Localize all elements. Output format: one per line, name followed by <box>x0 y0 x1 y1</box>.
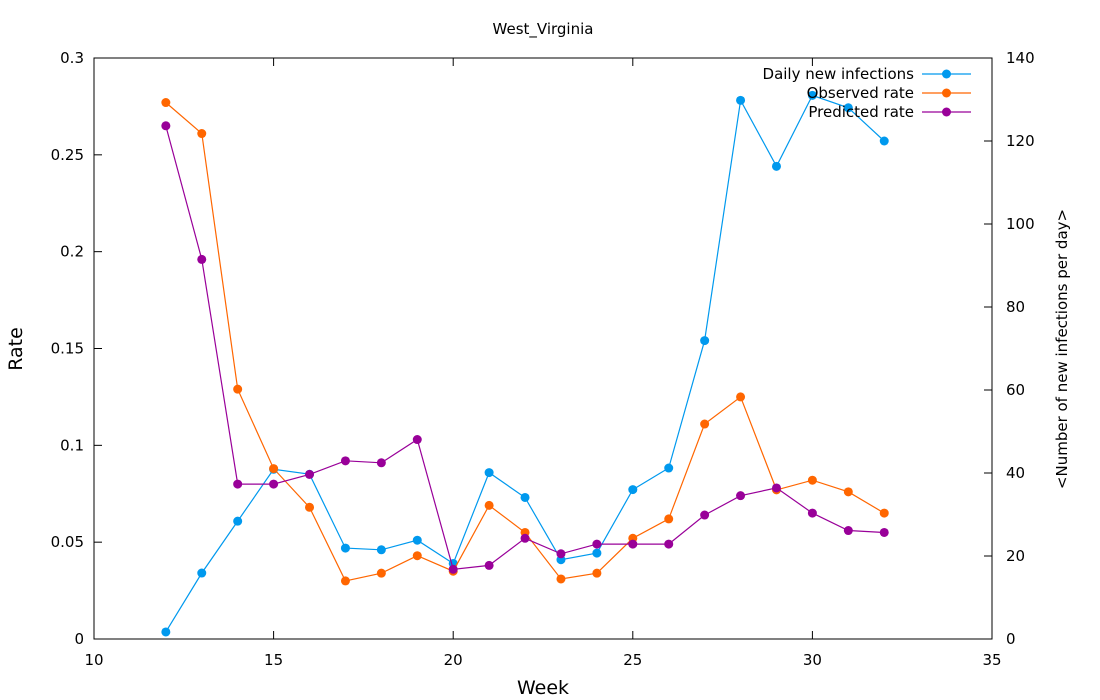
data-point-observed-rate <box>376 568 386 578</box>
data-point-daily-new-infections <box>664 463 674 473</box>
data-point-daily-new-infections <box>161 627 171 637</box>
y2-axis-title: <Number of new infections per day> <box>1053 209 1071 489</box>
data-point-observed-rate <box>556 574 566 584</box>
axis-ticks <box>93 57 993 640</box>
legend-label-predicted-rate: Predicted rate <box>808 103 914 121</box>
data-point-predicted-rate <box>771 483 781 493</box>
x-tick-label: 20 <box>444 651 463 669</box>
data-point-daily-new-infections <box>412 535 422 545</box>
data-point-predicted-rate <box>448 564 458 574</box>
y2-tick-label: 60 <box>1006 381 1025 399</box>
data-point-observed-rate <box>664 514 674 524</box>
data-point-predicted-rate <box>484 560 494 570</box>
series-line-observed-rate <box>165 102 885 582</box>
data-point-daily-new-infections <box>879 136 889 146</box>
series-line-predicted-rate <box>165 125 885 570</box>
y-tick-label: 0.15 <box>51 340 84 358</box>
data-point-predicted-rate <box>556 549 566 559</box>
series-observed-rate <box>161 98 889 586</box>
data-point-observed-rate <box>484 500 494 510</box>
data-point-daily-new-infections <box>771 161 781 171</box>
legend-marker-daily-new-infections <box>942 69 951 79</box>
series-daily-new-infections <box>161 90 889 637</box>
y-tick-label: 0.05 <box>51 533 84 551</box>
data-point-daily-new-infections <box>592 548 602 558</box>
data-point-daily-new-infections <box>484 468 494 478</box>
plot-frame <box>93 57 993 640</box>
y-axis-title: Rate <box>5 327 27 371</box>
y2-tick-label: 100 <box>1006 215 1035 233</box>
data-point-predicted-rate <box>520 533 530 543</box>
data-point-daily-new-infections <box>233 516 243 526</box>
data-point-daily-new-infections <box>340 543 350 553</box>
series-layer <box>161 90 889 637</box>
data-point-daily-new-infections <box>520 492 530 502</box>
x-axis-title: Week <box>517 677 569 699</box>
data-point-observed-rate <box>879 508 889 518</box>
data-point-observed-rate <box>843 487 853 497</box>
data-point-predicted-rate <box>269 479 279 489</box>
data-point-daily-new-infections <box>628 485 638 495</box>
data-point-predicted-rate <box>700 510 710 520</box>
data-point-observed-rate <box>340 576 350 586</box>
x-tick-label: 30 <box>803 651 822 669</box>
y2-tick-label: 80 <box>1006 298 1025 316</box>
data-point-predicted-rate <box>376 458 386 468</box>
data-point-predicted-rate <box>807 508 817 518</box>
data-point-predicted-rate <box>197 254 207 264</box>
y-tick-label: 0.25 <box>51 146 84 164</box>
legend-marker-observed-rate <box>942 88 951 98</box>
x-tick-label: 25 <box>623 651 642 669</box>
chart-title: West_Virginia <box>493 20 594 39</box>
y2-tick-label: 40 <box>1006 464 1025 482</box>
data-point-predicted-rate <box>736 491 746 501</box>
legend-marker-predicted-rate <box>942 107 951 117</box>
series-predicted-rate <box>161 121 889 574</box>
data-point-predicted-rate <box>843 526 853 536</box>
legend-label-observed-rate: Observed rate <box>807 84 914 102</box>
y-tick-label: 0.2 <box>60 243 84 261</box>
data-point-observed-rate <box>233 384 243 394</box>
data-point-daily-new-infections <box>843 103 853 113</box>
data-point-observed-rate <box>197 129 207 139</box>
data-point-observed-rate <box>269 464 279 474</box>
data-point-daily-new-infections <box>807 90 817 100</box>
axis-tick-labels: 10 15 20 25 30 35 0 0.05 0.1 0.15 0.2 0.25 0.3 0 20 40 6… <box>51 49 1035 669</box>
y-tick-label: 0 <box>74 630 84 648</box>
data-point-predicted-rate <box>305 469 315 479</box>
data-point-observed-rate <box>736 392 746 402</box>
data-point-observed-rate <box>592 568 602 578</box>
data-point-predicted-rate <box>628 539 638 549</box>
legend-label-daily-new-infections: Daily new infections <box>763 65 915 83</box>
data-point-predicted-rate <box>161 121 171 131</box>
x-tick-label: 35 <box>982 651 1001 669</box>
y-tick-label: 0.3 <box>60 49 84 67</box>
data-point-predicted-rate <box>412 435 422 445</box>
data-point-predicted-rate <box>592 539 602 549</box>
data-point-predicted-rate <box>879 527 889 537</box>
y2-tick-label: 140 <box>1006 49 1035 67</box>
y-tick-label: 0.1 <box>60 436 84 454</box>
data-point-daily-new-infections <box>197 568 207 578</box>
data-point-daily-new-infections <box>736 95 746 105</box>
y2-tick-label: 20 <box>1006 547 1025 565</box>
data-point-observed-rate <box>807 475 817 485</box>
data-point-predicted-rate <box>233 479 243 489</box>
y2-tick-label: 0 <box>1006 630 1016 648</box>
y2-tick-label: 120 <box>1006 132 1035 150</box>
data-point-predicted-rate <box>340 456 350 466</box>
data-point-daily-new-infections <box>376 545 386 555</box>
data-point-daily-new-infections <box>700 336 710 346</box>
data-point-observed-rate <box>161 98 171 108</box>
data-point-observed-rate <box>412 551 422 561</box>
data-point-observed-rate <box>700 419 710 429</box>
x-tick-label: 10 <box>84 651 103 669</box>
data-point-observed-rate <box>305 502 315 512</box>
x-tick-label: 15 <box>264 651 283 669</box>
series-line-daily-new-infections <box>165 94 885 633</box>
data-point-predicted-rate <box>664 539 674 549</box>
